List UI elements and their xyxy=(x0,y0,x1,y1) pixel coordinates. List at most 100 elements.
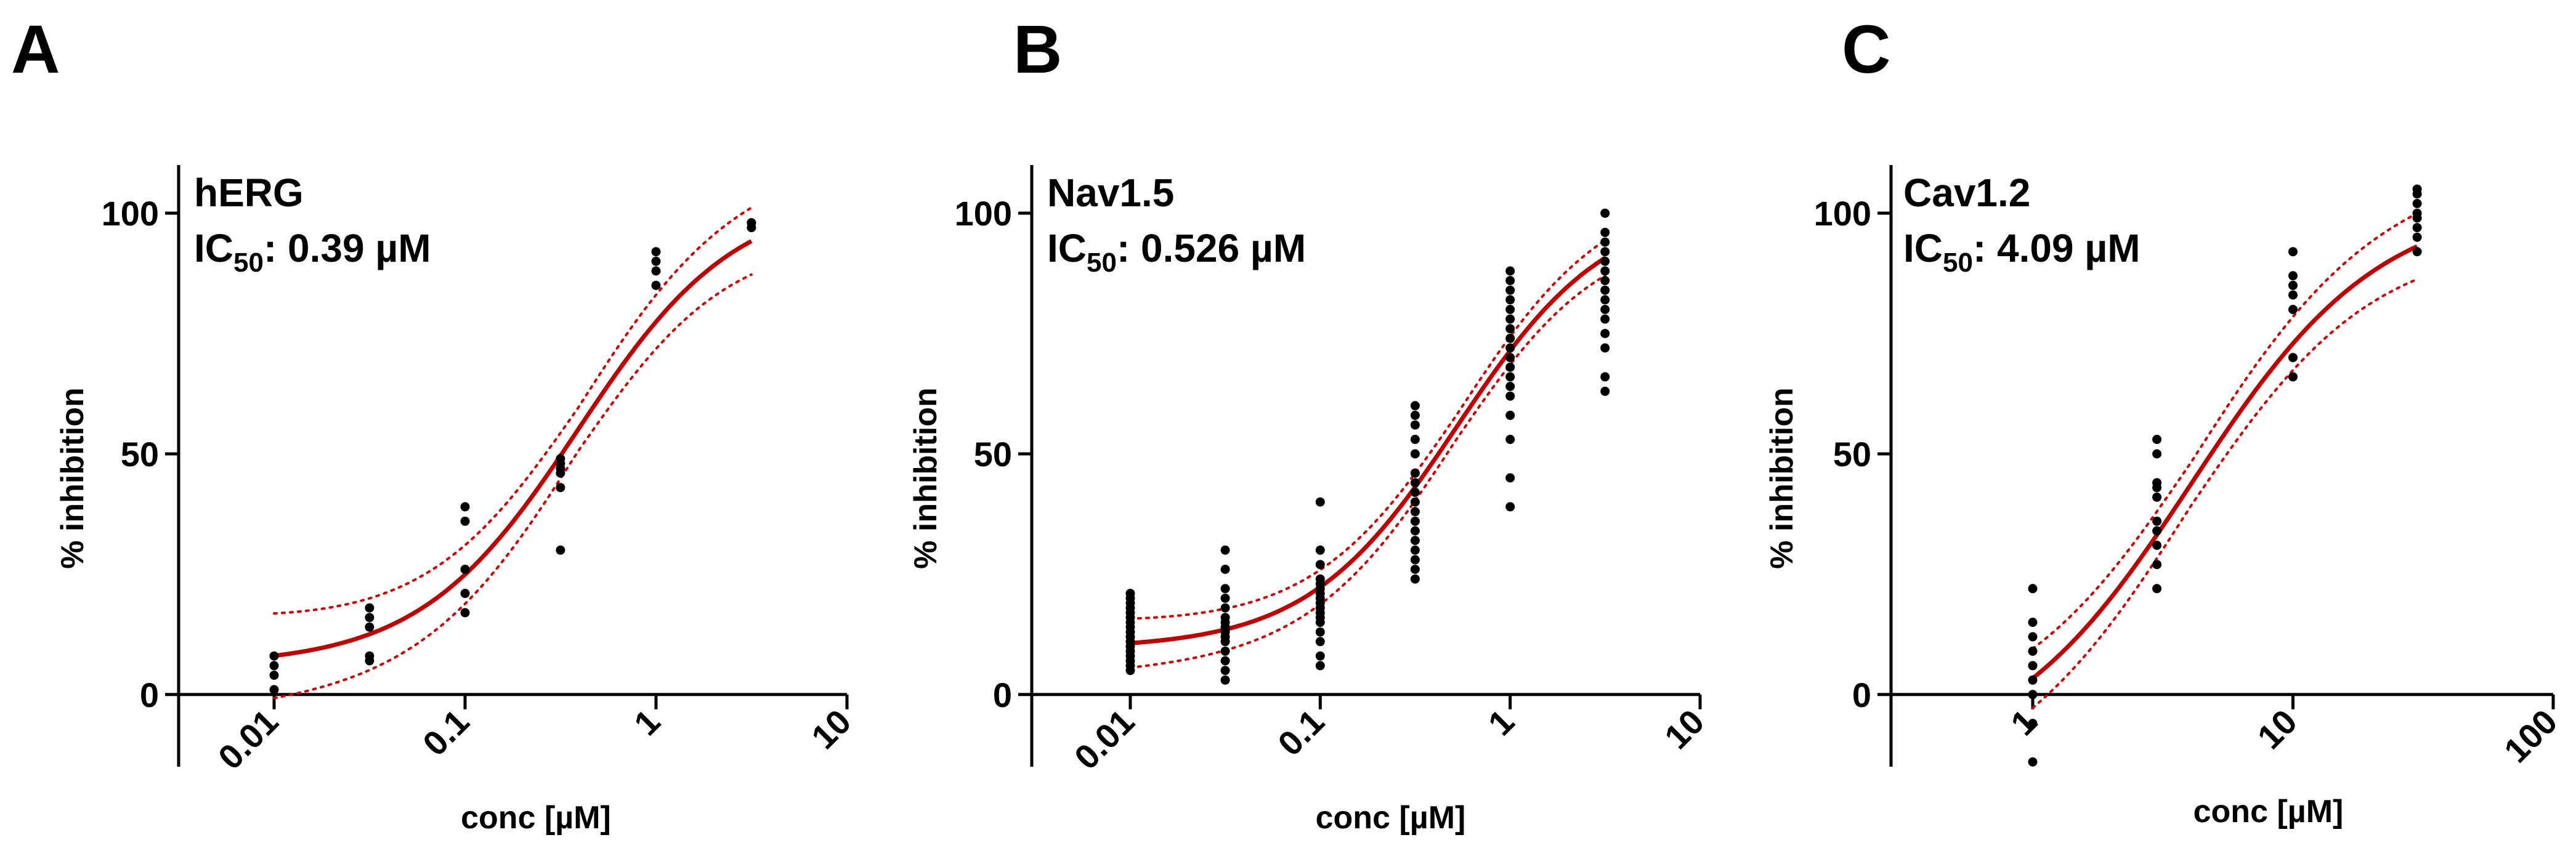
ic50-label: IC50: 4.09 µM xyxy=(1903,226,2141,278)
x-tick-label: 100 xyxy=(2497,702,2565,770)
ci-lower-band xyxy=(2031,278,2419,709)
data-point xyxy=(1410,565,1420,574)
data-point xyxy=(1600,276,1610,286)
data-point xyxy=(2152,516,2162,526)
y-axis-title: % inhibition xyxy=(55,387,91,569)
ic50-subscript: 50 xyxy=(1087,248,1117,278)
data-point xyxy=(1600,208,1610,218)
data-point xyxy=(2152,492,2162,502)
y-axis-title: % inhibition xyxy=(908,387,944,569)
data-point xyxy=(460,565,470,574)
ic50-value: : 0.39 µM xyxy=(264,226,431,270)
fit-curve xyxy=(1130,256,1606,645)
ic50-label: IC50: 0.39 µM xyxy=(194,226,431,278)
data-point xyxy=(1410,488,1420,497)
data-point xyxy=(2028,646,2038,656)
y-tick-label: 100 xyxy=(102,194,159,233)
data-point xyxy=(460,502,470,512)
fit-curve xyxy=(273,239,753,658)
y-tick-label: 0 xyxy=(1852,676,1871,714)
data-point xyxy=(2288,280,2298,290)
ci-upper-band xyxy=(1129,239,1606,620)
ic50-subscript: 50 xyxy=(1943,248,1973,278)
data-point xyxy=(1410,507,1420,517)
data-point xyxy=(1505,324,1515,334)
x-axis-title: conc [µM] xyxy=(461,800,611,836)
panel-letter: C xyxy=(1842,12,1890,87)
data-point xyxy=(1505,353,1515,363)
data-point xyxy=(1505,285,1515,295)
data-point xyxy=(269,661,279,671)
data-point xyxy=(651,256,661,266)
y-tick-label: 0 xyxy=(993,676,1012,714)
data-point xyxy=(1410,449,1420,459)
data-point xyxy=(1410,526,1420,536)
data-point xyxy=(1220,545,1230,555)
data-point xyxy=(460,589,470,599)
data-point xyxy=(1600,227,1610,237)
data-point xyxy=(1600,329,1610,339)
data-point xyxy=(1600,386,1610,396)
x-axis-title: conc [µM] xyxy=(1316,800,1466,836)
data-point xyxy=(1410,410,1420,420)
data-point xyxy=(1505,333,1515,343)
ci-upper-band xyxy=(2031,212,2419,650)
data-point xyxy=(1410,574,1420,584)
data-point xyxy=(2152,560,2162,570)
data-point xyxy=(2288,247,2298,257)
data-point xyxy=(460,608,470,618)
data-point xyxy=(2152,584,2162,594)
data-point xyxy=(2288,372,2298,382)
data-point xyxy=(1315,545,1325,555)
x-tick-label: 0.01 xyxy=(1067,702,1142,777)
data-point xyxy=(1410,401,1420,411)
data-point xyxy=(2028,690,2038,700)
data-point xyxy=(1125,589,1135,599)
data-point xyxy=(556,545,565,555)
data-point xyxy=(1410,497,1420,507)
data-point xyxy=(1315,497,1325,507)
data-point xyxy=(2412,199,2422,208)
panel-b: B 0 50 100 0.01 0.1 1 10 % inhibition conc [µM] Na… xyxy=(908,12,1711,836)
y-axis-title: % inhibition xyxy=(1764,387,1800,569)
ic50-subscript: 50 xyxy=(233,248,264,278)
ic50-prefix: IC xyxy=(1903,226,1943,270)
x-axis-title: conc [µM] xyxy=(2193,794,2344,830)
data-point xyxy=(1505,391,1515,401)
data-point xyxy=(1505,305,1515,314)
ic50-prefix: IC xyxy=(194,226,233,270)
ic50-value: : 0.526 µM xyxy=(1117,226,1306,270)
data-point xyxy=(1410,545,1420,555)
data-point xyxy=(1505,382,1515,391)
data-point xyxy=(460,516,470,526)
ci-lower-band xyxy=(273,273,753,700)
data-point xyxy=(1220,646,1230,656)
y-tick-label: 100 xyxy=(955,194,1012,233)
data-point xyxy=(1505,362,1515,372)
data-point xyxy=(1505,410,1515,420)
x-tick-label: 0.1 xyxy=(415,702,477,764)
data-point xyxy=(2412,184,2422,194)
data-point xyxy=(1315,651,1325,661)
data-point xyxy=(365,622,375,632)
data-point xyxy=(1315,637,1325,647)
chart-title: Nav1.5 xyxy=(1047,171,1174,215)
data-point xyxy=(651,280,661,290)
data-point xyxy=(1600,247,1610,257)
data-point xyxy=(1220,593,1230,603)
y-tick-label: 50 xyxy=(1833,435,1871,474)
data-point xyxy=(2288,271,2298,281)
data-point xyxy=(2152,435,2162,444)
data-point xyxy=(2028,632,2038,642)
panel-a: A 0 50 100 0.01 0.1 1 10 % inhibition conc [µM] hE… xyxy=(11,12,858,836)
data-point xyxy=(1410,420,1420,430)
panel-letter: B xyxy=(1013,12,1062,87)
data-point xyxy=(2412,247,2422,257)
data-point xyxy=(1600,256,1610,266)
data-point xyxy=(1600,305,1610,314)
data-point xyxy=(651,266,661,276)
data-point xyxy=(365,603,375,613)
data-point xyxy=(2412,223,2422,233)
data-point xyxy=(2028,661,2038,671)
